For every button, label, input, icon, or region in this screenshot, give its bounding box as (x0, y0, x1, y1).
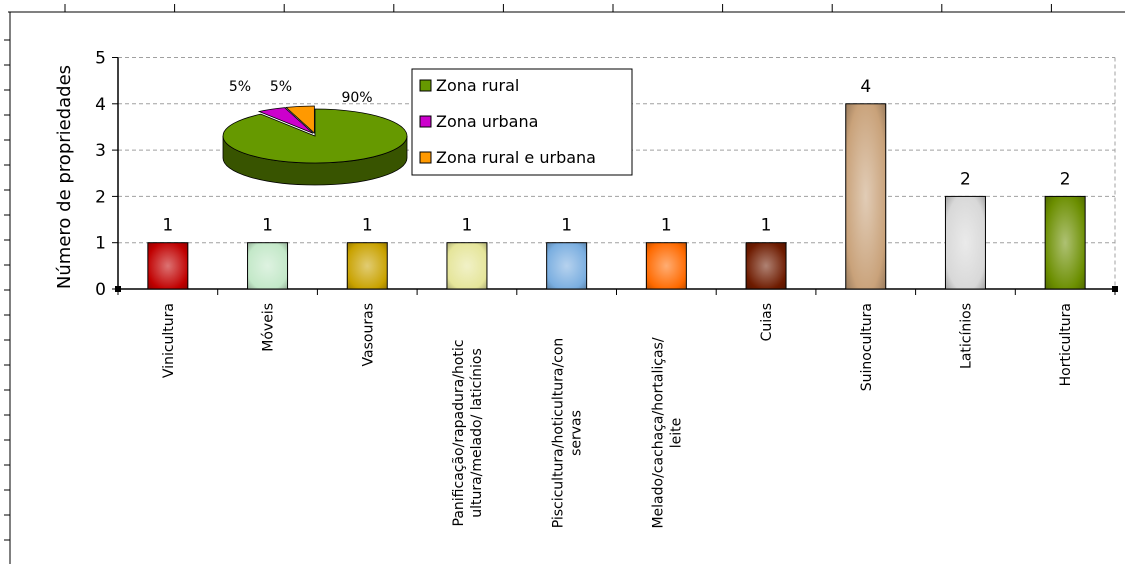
svg-text:Suinocultura: Suinocultura (859, 303, 875, 391)
bar (645, 242, 687, 290)
data-label: 2 (1060, 169, 1071, 189)
y-tick-label: 2 (95, 187, 106, 207)
svg-text:Cuias: Cuias (759, 303, 775, 341)
pie-slice (285, 105, 315, 134)
svg-text:ultura/melado/ laticínios: ultura/melado/ laticínios (469, 348, 485, 518)
svg-text:Vasouras: Vasouras (360, 303, 376, 366)
bar (745, 242, 787, 290)
y-axis-label: Número de propriedades (54, 65, 75, 289)
data-label: 1 (462, 216, 473, 236)
data-label: 4 (860, 77, 871, 97)
bar (944, 195, 986, 290)
data-label: 1 (661, 216, 672, 236)
bar (346, 242, 388, 290)
x-tick-label: Melado/cachaça/hortaliças/leite (650, 337, 684, 528)
data-label: 1 (561, 216, 572, 236)
pie-slice (257, 107, 314, 134)
data-label: 1 (262, 216, 273, 236)
x-tick-label: Laticínios (958, 303, 974, 369)
y-tick-label: 1 (95, 234, 106, 254)
svg-text:Panificação/rapadura/hotic: Panificação/rapadura/hotic (451, 340, 467, 527)
legend-swatch (419, 79, 432, 92)
chart-frame (8, 11, 1125, 564)
y-tick-label: 0 (95, 280, 106, 300)
frame-ticks (4, 4, 1052, 541)
bar (446, 242, 488, 290)
pie-slice (222, 108, 408, 164)
y-tick-label: 4 (95, 95, 106, 115)
svg-text:Laticínios: Laticínios (958, 303, 974, 369)
pie-data-label: 90% (341, 90, 372, 106)
legend-swatch (419, 151, 432, 164)
bar (1044, 195, 1086, 290)
bar (247, 242, 289, 290)
svg-text:leite: leite (668, 418, 684, 449)
bar (546, 242, 588, 290)
y-tick-labels: 0 1 2 3 4 5 (95, 49, 106, 301)
x-tick-label: Móveis (261, 303, 277, 352)
bar (147, 242, 189, 290)
pie-data-label: 5% (229, 79, 251, 95)
legend-label: Zona rural e urbana (436, 148, 596, 167)
legend-label: Zona rural (436, 76, 519, 95)
data-label: 2 (960, 169, 971, 189)
data-label: 1 (162, 216, 173, 236)
pie-data-labels: 90% 5% 5% (229, 79, 373, 106)
x-tick-label: Panificação/rapadura/hotic ultura/melado/… (451, 340, 485, 527)
bar (845, 103, 887, 290)
pie-chart (222, 105, 408, 186)
data-label: 1 (761, 216, 772, 236)
x-tick-label: Horticultura (1058, 303, 1074, 386)
svg-text:Horticultura: Horticultura (1058, 303, 1074, 386)
svg-text:Móveis: Móveis (261, 303, 277, 352)
legend-swatch (419, 115, 432, 128)
x-tick-label: Cuias (759, 303, 775, 341)
svg-text:Melado/cachaça/hortaliças/: Melado/cachaça/hortaliças/ (650, 337, 666, 528)
x-tick-label: Piscicultura/hoticultura/con servas (551, 338, 585, 529)
data-labels: 1 1 1 1 1 1 1 4 2 2 (162, 77, 1070, 236)
y-tick-label: 5 (95, 49, 106, 69)
x-tick-label: Vasouras (360, 303, 376, 366)
bars (147, 103, 1086, 290)
legend: Zona rural Zona urbana Zona rural e urbana (411, 68, 633, 176)
svg-text:Vinicultura: Vinicultura (161, 303, 177, 378)
y-tick-label: 3 (95, 141, 106, 161)
x-tick-labels: Vinicultura Móveis Vasouras Panificação/rap… (161, 303, 1074, 529)
legend-label: Zona urbana (436, 112, 538, 131)
svg-text:servas: servas (569, 410, 585, 456)
svg-text:Piscicultura/hoticultura/con: Piscicultura/hoticultura/con (551, 338, 567, 529)
data-label: 1 (362, 216, 373, 236)
x-tick-label: Vinicultura (161, 303, 177, 378)
pie-data-label: 5% (270, 79, 292, 95)
x-tick-label: Suinocultura (859, 303, 875, 391)
